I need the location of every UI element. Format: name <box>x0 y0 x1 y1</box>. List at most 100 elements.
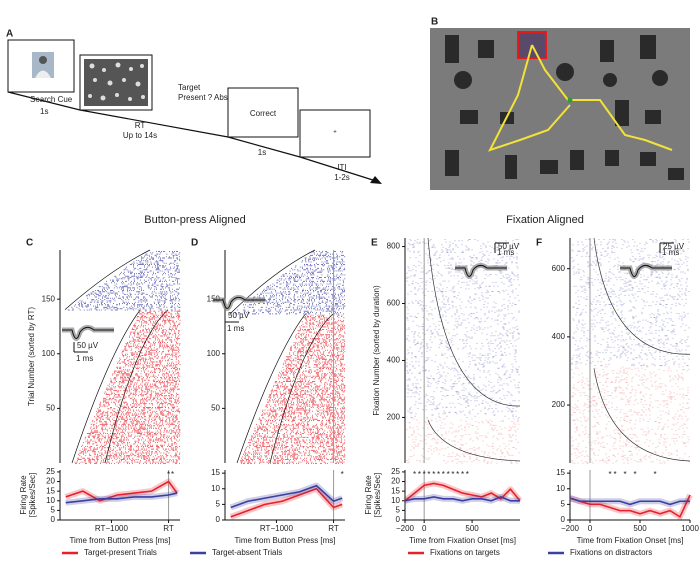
y-tick-label: 15 <box>211 468 220 477</box>
y-axis-label: [Spikes/Sec] <box>373 473 382 517</box>
sort-curve <box>104 309 169 464</box>
fixation-point <box>567 97 573 103</box>
panel-label: F <box>536 238 542 249</box>
y-axis-label: Firing Rate <box>19 475 28 515</box>
iti-box <box>299 109 371 158</box>
series-line <box>230 484 343 509</box>
scale-label: 50 µV <box>498 242 520 251</box>
sort-curve <box>427 237 521 407</box>
y-tick-label: 400 <box>387 356 401 365</box>
y-tick-label: 10 <box>46 496 55 505</box>
significance-star: * <box>466 470 469 479</box>
waveform <box>455 264 507 277</box>
series-line <box>65 480 178 502</box>
y-tick-label: 25 <box>391 467 400 476</box>
feedback-box <box>227 87 299 138</box>
y-tick-label: 15 <box>46 486 55 495</box>
series-line <box>65 492 178 504</box>
y-tick-label: 150 <box>42 294 56 303</box>
x-axis-label: Time from Button Press [ms] <box>234 536 335 545</box>
significance-star: * <box>418 470 421 479</box>
significance-star: * <box>432 470 435 479</box>
cue-image <box>32 52 54 78</box>
significance-star: * <box>623 470 626 479</box>
raster-spikes <box>67 251 181 311</box>
search-objects <box>88 62 145 101</box>
y-axis-label: Firing Rate <box>364 475 373 515</box>
group-title: Button-press Aligned <box>144 214 246 226</box>
significance-star: * <box>456 470 459 479</box>
legend-label: Target-present Trials <box>84 548 157 557</box>
y-tick-label: 0 <box>216 515 221 524</box>
significance-star: * <box>461 470 464 479</box>
feedback-time: 1s <box>258 148 266 157</box>
cue-image <box>39 56 47 64</box>
y-tick-label: 400 <box>552 332 566 341</box>
raster-spikes <box>406 239 520 419</box>
x-tick-label: RT−1000 <box>95 524 129 533</box>
arrow-head <box>370 176 382 184</box>
series-line <box>404 496 520 502</box>
y-tick-label: 200 <box>387 413 401 422</box>
feedback: Correct <box>250 109 277 118</box>
x-tick-label: 0 <box>588 524 593 533</box>
x-tick-label: RT <box>328 524 339 533</box>
y-tick-label: 5 <box>51 505 56 514</box>
y-tick-label: 50 <box>211 403 220 412</box>
iti-time: 1-2s <box>334 173 350 182</box>
significance-star: * <box>341 470 344 479</box>
x-tick-label: −200 <box>561 524 580 533</box>
scale-label: 25 µV <box>663 242 685 251</box>
raster-spikes <box>406 418 520 464</box>
y-tick-label: 25 <box>46 467 55 476</box>
y-axis-label: Trial Number (sorted by RT) <box>27 307 36 406</box>
series-line <box>404 482 521 502</box>
significance-star: * <box>447 470 450 479</box>
y-tick-label: 0 <box>51 515 56 524</box>
waveform <box>620 264 672 277</box>
panel-a: A Search Cue 1s RT Up to 14s Target Pres… <box>6 29 382 184</box>
significance-star: * <box>633 470 636 479</box>
sort-curve <box>593 368 691 462</box>
series-line <box>569 494 691 519</box>
significance-star: * <box>442 470 445 479</box>
scale-bar <box>494 242 509 253</box>
waveform-band <box>620 262 672 279</box>
scale-label: 1 ms <box>76 354 93 363</box>
y-tick-label: 100 <box>42 349 56 358</box>
significance-star: * <box>423 470 426 479</box>
significance-star: * <box>413 470 416 479</box>
target-question: Target <box>178 83 201 92</box>
x-tick-label: 500 <box>465 524 479 533</box>
y-tick-label: 100 <box>207 349 221 358</box>
scale-label: 1 ms <box>497 248 514 257</box>
y-tick-label: 10 <box>211 484 220 493</box>
panel-label: C <box>26 238 33 249</box>
significance-star: * <box>653 470 656 479</box>
y-tick-label: 5 <box>216 499 221 508</box>
x-tick-label: 500 <box>633 524 647 533</box>
waveform <box>62 326 114 339</box>
panel-label: D <box>191 238 198 249</box>
x-axis-label: Time from Button Press [ms] <box>69 536 170 545</box>
y-tick-label: 600 <box>387 299 401 308</box>
x-tick-label: −200 <box>396 524 415 533</box>
raster-spikes <box>231 251 346 315</box>
y-axis-label: Fixation Number (sorted by duration) <box>372 285 381 416</box>
x-axis-label: Time from Fixation Onset [ms] <box>409 536 516 545</box>
y-tick-label: 600 <box>552 264 566 273</box>
sort-curve <box>64 249 151 310</box>
y-tick-label: 10 <box>391 496 400 505</box>
scale-label: 1 ms <box>227 324 244 333</box>
significance-star: * <box>427 470 430 479</box>
fixation-cross: + <box>333 130 337 136</box>
legend-label: Fixations on distractors <box>570 548 652 557</box>
scan-path <box>531 44 673 151</box>
y-tick-label: 10 <box>556 484 565 493</box>
significance-star: * <box>613 470 616 479</box>
significance-star: * <box>437 470 440 479</box>
cue-image <box>35 70 51 78</box>
y-tick-label: 50 <box>46 403 55 412</box>
scale-label: 1 ms <box>662 248 679 257</box>
